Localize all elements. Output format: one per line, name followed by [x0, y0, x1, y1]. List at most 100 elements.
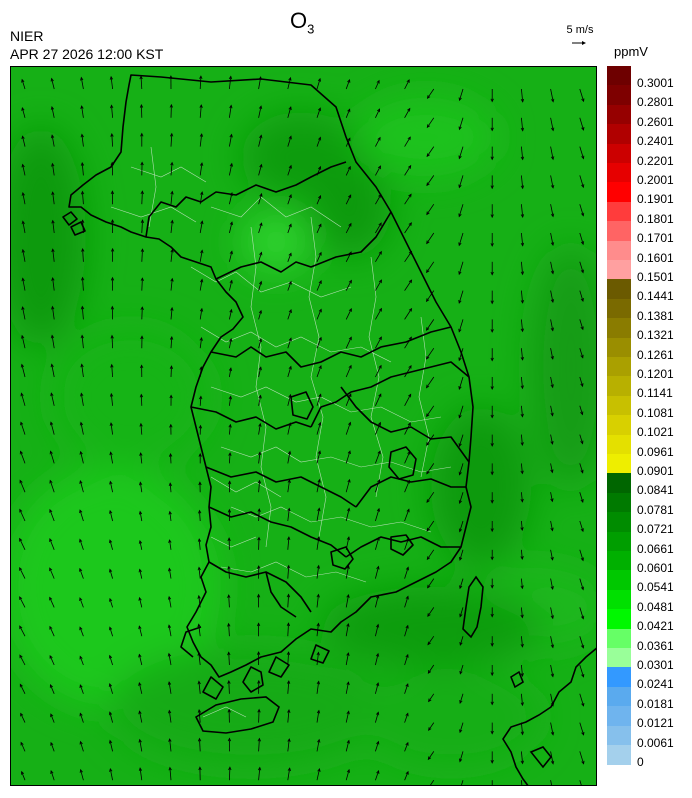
wind-vector-head — [79, 567, 83, 572]
colorbar-label: 0.2601 — [637, 114, 674, 129]
wind-vector-head — [257, 737, 261, 742]
wind-vector — [521, 232, 524, 246]
wind-vector — [404, 136, 411, 147]
wind-vector — [109, 712, 113, 723]
wind-vector — [198, 567, 201, 579]
wind-vector — [316, 280, 322, 291]
wind-vector-head — [490, 701, 494, 706]
wind-vector-head — [51, 276, 55, 281]
wind-vector-head — [227, 651, 231, 656]
wind-vector-head — [257, 479, 262, 484]
wind-vector-head — [19, 566, 23, 571]
wind-vector — [375, 108, 380, 118]
wind-vector-head — [51, 219, 55, 224]
wind-vector-head — [227, 537, 231, 542]
wind-vector — [81, 134, 84, 147]
wind-vector-head — [348, 194, 352, 199]
wind-vector-head — [348, 421, 352, 426]
wind-vector-head — [197, 680, 201, 685]
colorbar-label: 0.0241 — [637, 677, 674, 692]
colorbar-label: 0.0481 — [637, 599, 674, 614]
wind-vector — [426, 434, 435, 446]
wind-vector — [426, 261, 435, 273]
wind-vector-head — [427, 756, 432, 761]
wind-vector-head — [138, 767, 143, 772]
wind-vector — [258, 338, 262, 349]
wind-vector-head — [21, 107, 25, 111]
wind-vector-head — [490, 357, 494, 362]
wind-vector-head — [21, 78, 25, 83]
wind-vector-head — [21, 334, 25, 339]
wind-vector — [316, 594, 319, 608]
wind-vector — [21, 79, 26, 90]
wind-vector-head — [140, 248, 145, 252]
wind-vector-head — [428, 698, 432, 703]
wind-vector — [404, 165, 412, 176]
wind-vector-head — [459, 556, 463, 561]
wind-vector-head — [256, 593, 261, 598]
wind-vector — [49, 597, 55, 608]
wind-vector-head — [288, 393, 292, 398]
wind-vectors — [19, 75, 585, 785]
colorbar-swatch — [607, 686, 631, 707]
wind-vector-head — [378, 222, 382, 227]
wind-vector-head — [170, 190, 174, 195]
wind-vector — [258, 480, 260, 493]
wind-vector-head — [346, 710, 350, 715]
wind-vector-head — [490, 271, 494, 276]
wind-vector-head — [377, 165, 381, 170]
wind-vector — [345, 623, 349, 637]
wind-vector-head — [257, 708, 261, 713]
wind-vector-head — [167, 624, 172, 629]
wind-vector-head — [348, 222, 352, 227]
wind-vector-head — [580, 499, 584, 503]
wind-vector — [80, 422, 84, 435]
wind-vector-head — [169, 103, 173, 108]
wind-vector — [49, 480, 55, 493]
wind-vector-head — [258, 105, 263, 110]
wind-vector-head — [520, 328, 524, 333]
wind-vector-head — [138, 653, 142, 658]
wind-vector-head — [110, 219, 115, 223]
wind-vector-head — [427, 641, 431, 646]
wind-vector — [375, 308, 382, 320]
wind-vector-head — [257, 679, 261, 684]
wind-vector — [428, 693, 435, 702]
wind-vector-head — [316, 709, 321, 714]
wind-vector — [109, 510, 113, 522]
wind-vector — [345, 682, 349, 694]
wind-vector — [81, 364, 84, 378]
wind-vector-head — [425, 384, 430, 389]
wind-vector-head — [20, 712, 24, 717]
wind-vector-head — [109, 451, 113, 456]
wind-vector-head — [317, 768, 321, 772]
wind-vector-head — [110, 363, 114, 368]
wind-vector — [170, 220, 173, 234]
wind-vector-head — [79, 712, 83, 717]
wind-vector-head — [425, 298, 430, 303]
wind-vector — [345, 194, 352, 205]
wind-vector — [22, 136, 26, 147]
reference-vector-arrow-icon — [572, 41, 586, 45]
wind-vector — [458, 290, 464, 304]
ozone-map[interactable] — [10, 66, 597, 786]
wind-vector — [111, 105, 113, 118]
wind-vector-head — [458, 443, 462, 448]
wind-vector — [316, 394, 322, 406]
wind-vector-head — [81, 219, 85, 224]
wind-vector-head — [377, 450, 381, 455]
wind-vector — [458, 204, 464, 217]
wind-vector — [426, 203, 435, 215]
wind-vector — [375, 566, 379, 579]
wind-vector-head — [458, 126, 462, 131]
wind-vector-head — [197, 594, 201, 599]
wind-vector — [316, 710, 320, 723]
wind-vector — [579, 578, 584, 590]
wind-vector-head — [520, 442, 524, 447]
wind-vector-head — [408, 250, 413, 255]
wind-vector — [228, 595, 230, 608]
wind-vector-head — [375, 623, 380, 628]
wind-vector — [375, 165, 381, 176]
wind-vector-head — [408, 307, 413, 312]
wind-vector — [287, 479, 290, 493]
